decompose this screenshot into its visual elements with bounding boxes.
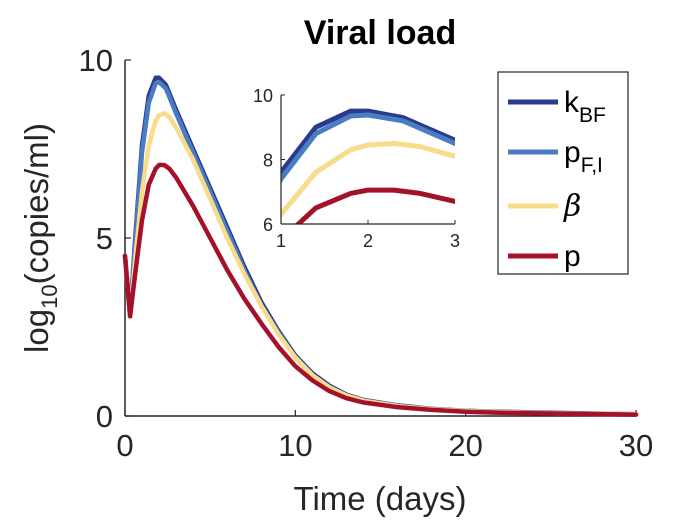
x-tick-label: 0 [116,428,133,463]
inset-x-tick-label: 1 [276,231,286,251]
x-tick-label: 10 [278,428,312,463]
legend-label-kBF: kBF [564,86,606,127]
inset-series-line-beta [281,140,455,220]
legend: kBF pF,I βp [497,71,629,275]
inset-x-tick-label: 2 [363,231,373,251]
series-line-p [122,162,639,417]
inset-y-tick-label: 8 [263,151,273,171]
y-tick-label: 0 [96,399,113,434]
inset-x-tick-label: 3 [450,231,460,251]
x-tick-label: 20 [448,428,482,463]
y-tick-label: 5 [96,221,113,256]
inset-y-tick-label: 10 [253,86,273,106]
x-tick-label: 30 [619,428,653,463]
legend-box [497,71,629,275]
chart-title: Viral load [304,14,456,52]
y-axis-label: log10(copies/ml) [18,123,62,353]
legend-label-pFI: pF,I [564,136,603,177]
inset-ticks: 1 2 3 6 8 10 [253,86,460,251]
inset-series-line-pFI [281,112,455,186]
y-tick-label: 10 [79,43,113,78]
main-series [122,75,639,417]
inset-y-tick-label: 6 [263,215,273,235]
legend-label-p: p [564,240,581,273]
inset-series-line-p [294,187,455,224]
inset-plot: 1 2 3 6 8 10 [253,86,460,251]
legend-label-beta: β [563,189,581,224]
x-axis-label: Time (days) [294,480,467,517]
main-ticks: 0 10 20 30 0 5 10 [79,43,654,463]
inset-series-line-kBF [281,108,455,179]
inset-series [281,108,455,224]
